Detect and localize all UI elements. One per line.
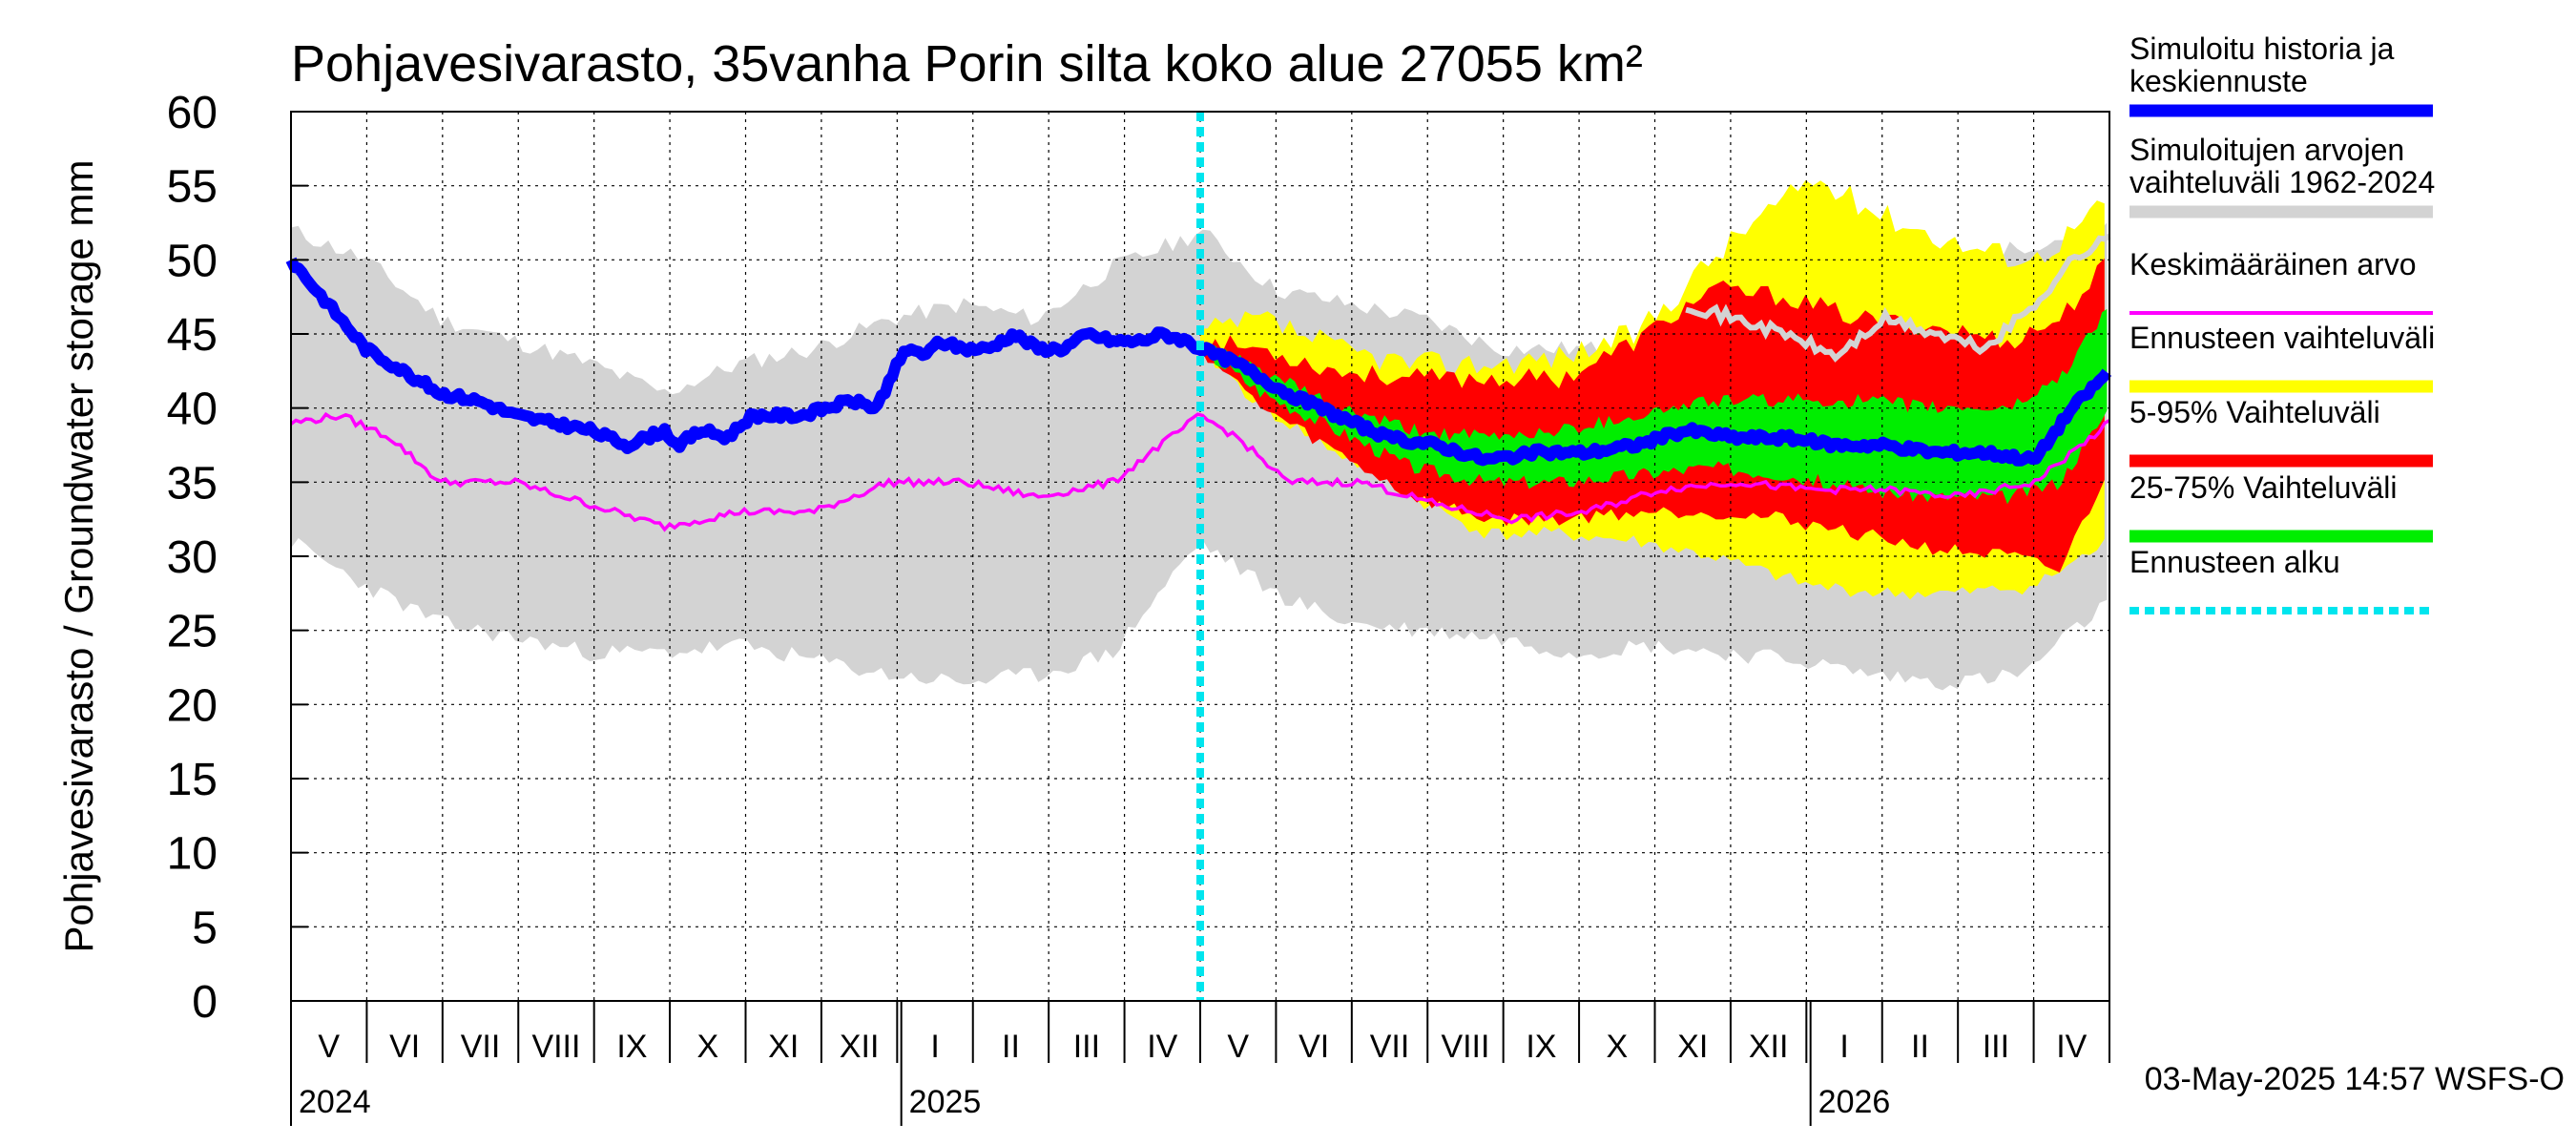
month-label: III (1073, 1029, 1100, 1065)
y-tick-label: 35 (167, 458, 218, 509)
mean-line (289, 411, 2110, 532)
y-tick-label: 55 (167, 162, 218, 213)
month-label: III (1983, 1029, 2009, 1065)
y-tick-label: 0 (192, 977, 218, 1028)
y-axis-label: Pohjavesivarasto / Groundwater storage m… (56, 159, 101, 952)
y-tick-label: 40 (167, 385, 218, 435)
month-label: XI (1677, 1029, 1708, 1065)
month-label: X (696, 1029, 718, 1065)
y-axis: 0 5 10 15 20 25 30 35 40 45 50 55 60 (167, 88, 308, 1028)
month-label: VI (389, 1029, 420, 1065)
month-label: V (318, 1029, 340, 1065)
y-tick-label: 45 (167, 310, 218, 361)
month-label: XII (1749, 1029, 1789, 1065)
month-label: VIII (1441, 1029, 1489, 1065)
x-axis: V VI VII VIII IX X XI XII I II III IV V VI VII VIII IX X X… (290, 1001, 2110, 1126)
month-label: XI (768, 1029, 799, 1065)
history-maximum-line (1685, 233, 2111, 363)
y-tick-label: 20 (167, 680, 218, 731)
year-label: 2026 (1818, 1084, 1891, 1120)
y-tick-label: 10 (167, 829, 218, 880)
month-label: IV (1147, 1029, 1177, 1065)
chart-title: Pohjavesivarasto, 35vanha Porin silta ko… (291, 35, 1643, 93)
y-tick-label: 15 (167, 755, 218, 805)
month-label: VIII (531, 1029, 580, 1065)
legend-label: vaihteluväli 1962-2024 (2129, 165, 2435, 199)
legend-label: Simuloitu historia ja (2129, 31, 2395, 66)
lines-layer (285, 112, 2112, 1001)
month-label: I (1839, 1029, 1848, 1065)
month-label: VII (1370, 1029, 1410, 1065)
legend-label: Ennusteen vaihteluväli (2129, 321, 2435, 355)
month-label: II (1002, 1029, 1020, 1065)
legend-label: Simuloitujen arvojen (2129, 133, 2404, 167)
legend-label: Ennusteen alku (2129, 545, 2340, 579)
month-label: X (1606, 1029, 1628, 1065)
y-tick-label: 50 (167, 236, 218, 286)
timestamp-label: 03-May-2025 14:57 WSFS-O (2145, 1061, 2565, 1097)
legend-label: keskiennuste (2129, 64, 2308, 98)
month-label: VI (1298, 1029, 1329, 1065)
month-label: IX (1526, 1029, 1556, 1065)
y-tick-label: 30 (167, 532, 218, 583)
month-label: XII (840, 1029, 880, 1065)
y-tick-label: 5 (192, 903, 218, 953)
p25-75-band (1200, 308, 2108, 505)
y-tick-label: 60 (167, 88, 218, 138)
legend-label: 5-95% Vaihteluväli (2129, 395, 2380, 429)
legend-label: Keskimääräinen arvo (2129, 247, 2417, 281)
month-label: II (1911, 1029, 1929, 1065)
month-label: I (930, 1029, 939, 1065)
month-label: IV (2056, 1029, 2087, 1065)
year-label: 2025 (909, 1084, 982, 1120)
month-label: V (1227, 1029, 1249, 1065)
year-label: 2024 (299, 1084, 371, 1120)
month-label: IX (616, 1029, 647, 1065)
month-label: VII (461, 1029, 501, 1065)
y-tick-label: 25 (167, 607, 218, 657)
legend-label: 25-75% Vaihteluväli (2129, 470, 2397, 505)
